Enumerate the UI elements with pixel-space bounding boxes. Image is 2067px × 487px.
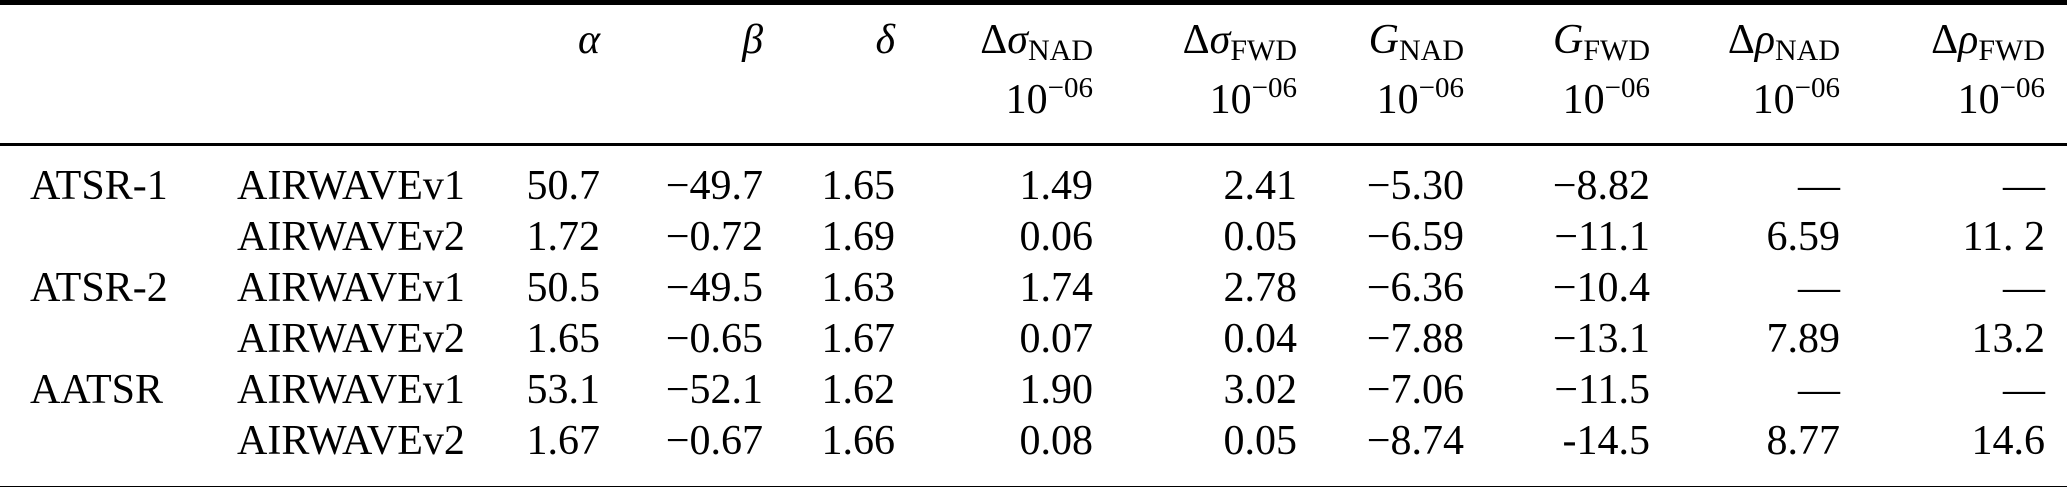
value-cell: −8.74 <box>1366 417 1464 464</box>
value-cell: −7.88 <box>1366 315 1464 362</box>
value-cell: 14.6 <box>1971 417 2046 464</box>
col-header-g-nad: GNAD 10−06 <box>1297 2 1464 146</box>
value-cell: 0.06 <box>1019 213 1094 260</box>
col-header-dsigma-fwd: ΔσFWD 10−06 <box>1093 2 1297 146</box>
value-cell: 1.90 <box>1019 366 1094 413</box>
value-cell: 0.05 <box>1223 417 1298 464</box>
value-cell: — <box>1798 162 1840 209</box>
col-header-alpha: α <box>469 2 600 146</box>
table-row: AATSR AIRWAVEv1 53.1 −52.1 1.62 1.90 3.02 −7.06… <box>0 364 2067 415</box>
col-header-drho-nad: ΔρNAD 10−06 <box>1650 2 1840 146</box>
value-cell: −0.65 <box>665 315 763 362</box>
value-cell: 50.5 <box>526 264 601 311</box>
col-header-dsigma-nad: ΔσNAD 10−06 <box>895 2 1093 146</box>
value-cell: 1.66 <box>821 417 896 464</box>
value-cell: 0.07 <box>1019 315 1094 362</box>
value-cell: −52.1 <box>665 366 763 413</box>
value-cell: — <box>1798 264 1840 311</box>
value-cell: — <box>1798 366 1840 413</box>
value-cell: 0.05 <box>1223 213 1298 260</box>
version-cell: AIRWAVEv2 <box>237 315 465 362</box>
sensor-cell <box>0 211 237 262</box>
value-cell: 3.02 <box>1223 366 1298 413</box>
sensor-cell <box>0 313 237 364</box>
value-cell: — <box>2003 264 2045 311</box>
value-cell: 0.08 <box>1019 417 1094 464</box>
value-cell: −49.5 <box>665 264 763 311</box>
sensor-cell <box>0 415 237 487</box>
value-cell: −0.67 <box>665 417 763 464</box>
value-cell: 1.65 <box>526 315 601 362</box>
value-cell: 0.04 <box>1223 315 1298 362</box>
col-header-delta: δ <box>763 2 895 146</box>
col-header-version <box>237 2 469 146</box>
value-cell: −7.06 <box>1366 366 1464 413</box>
table-row: ATSR-2 AIRWAVEv1 50.5 −49.5 1.63 1.74 2.78 −6.3… <box>0 262 2067 313</box>
value-cell: −5.30 <box>1366 162 1464 209</box>
version-cell: AIRWAVEv1 <box>237 264 465 311</box>
value-cell: 7.89 <box>1766 315 1841 362</box>
value-cell: 11. 2 <box>1962 213 2045 260</box>
sensor-cell: AATSR <box>30 366 164 413</box>
sensor-cell: ATSR-2 <box>30 264 168 311</box>
value-cell: −6.59 <box>1366 213 1464 260</box>
value-cell: −8.82 <box>1552 162 1650 209</box>
value-cell: −13.1 <box>1552 315 1650 362</box>
table-row: AIRWAVEv2 1.65 −0.65 1.67 0.07 0.04 −7.88 −13.1… <box>0 313 2067 364</box>
value-cell: 8.77 <box>1766 417 1841 464</box>
value-cell: 1.67 <box>821 315 896 362</box>
value-cell: 1.49 <box>1019 162 1094 209</box>
version-cell: AIRWAVEv2 <box>237 417 465 464</box>
table-row: AIRWAVEv2 1.67 −0.67 1.66 0.08 0.05 −8.74 -14.5… <box>0 415 2067 487</box>
value-cell: 13.2 <box>1971 315 2046 362</box>
header-row: α β δ ΔσNAD 10−06 ΔσFWD 10−06 <box>0 2 2067 146</box>
value-cell: −0.72 <box>665 213 763 260</box>
col-header-drho-fwd: ΔρFWD 10−06 <box>1840 2 2067 146</box>
value-cell: 2.41 <box>1223 162 1298 209</box>
value-cell: 1.74 <box>1019 264 1094 311</box>
table-body: ATSR-1 AIRWAVEv1 50.7 −49.7 1.65 1.49 2.41 −5.3… <box>0 145 2067 487</box>
col-header-beta: β <box>600 2 763 146</box>
table-row: AIRWAVEv2 1.72 −0.72 1.69 0.06 0.05 −6.59 −11.1… <box>0 211 2067 262</box>
value-cell: 1.72 <box>526 213 601 260</box>
value-cell: −11.1 <box>1554 213 1650 260</box>
value-cell: — <box>2003 162 2045 209</box>
value-cell: 1.63 <box>821 264 896 311</box>
version-cell: AIRWAVEv1 <box>237 366 465 413</box>
sensor-cell: ATSR-1 <box>30 162 168 209</box>
value-cell: 1.65 <box>821 162 896 209</box>
value-cell: −10.4 <box>1552 264 1650 311</box>
value-cell: −49.7 <box>665 162 763 209</box>
value-cell: 1.62 <box>821 366 896 413</box>
table-header: α β δ ΔσNAD 10−06 ΔσFWD 10−06 <box>0 2 2067 146</box>
value-cell: 6.59 <box>1766 213 1841 260</box>
table-row: ATSR-1 AIRWAVEv1 50.7 −49.7 1.65 1.49 2.41 −5.3… <box>0 145 2067 212</box>
value-cell: −11.5 <box>1554 366 1650 413</box>
value-cell: — <box>2003 366 2045 413</box>
version-cell: AIRWAVEv1 <box>237 162 465 209</box>
value-cell: 1.67 <box>526 417 601 464</box>
value-cell: 1.69 <box>821 213 896 260</box>
value-cell: 50.7 <box>526 162 601 209</box>
col-header-sensor <box>0 2 237 146</box>
version-cell: AIRWAVEv2 <box>237 213 465 260</box>
col-header-g-fwd: GFWD 10−06 <box>1464 2 1650 146</box>
value-cell: -14.5 <box>1562 417 1651 464</box>
value-cell: 53.1 <box>526 366 601 413</box>
value-cell: −6.36 <box>1366 264 1464 311</box>
value-cell: 2.78 <box>1223 264 1298 311</box>
